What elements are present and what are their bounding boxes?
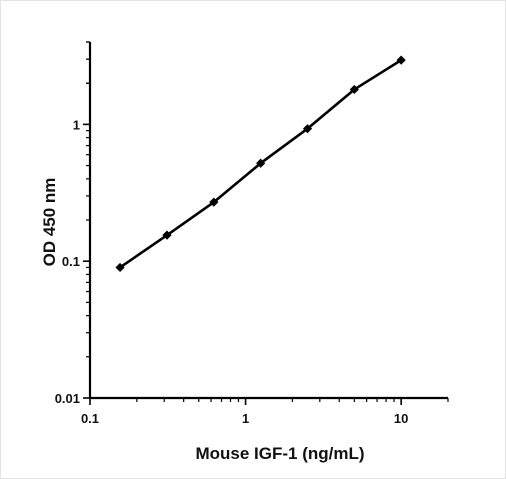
- data-point-marker: [396, 55, 406, 65]
- data-point-marker: [209, 197, 219, 207]
- ticks: 0.1 1 100.010.11: [55, 41, 449, 426]
- x-tick-label: 10: [394, 411, 408, 426]
- x-axis-title: Mouse IGF-1 (ng/mL): [195, 444, 364, 463]
- x-tick-label: 1: [242, 411, 249, 426]
- data-point-marker: [115, 262, 125, 273]
- data-point-marker: [349, 84, 359, 95]
- y-tick-label: 0.01: [55, 391, 80, 406]
- y-tick-label: 0.1: [62, 254, 80, 269]
- x-tick-label: 0.1: [81, 411, 99, 426]
- axes: [88, 42, 448, 400]
- series: [115, 55, 406, 273]
- y-tick-label: 1: [73, 117, 80, 132]
- data-point-marker: [256, 158, 266, 168]
- data-point-marker: [302, 124, 313, 134]
- data-point-marker: [162, 230, 172, 240]
- y-axis-title: OD 450 nm: [40, 178, 59, 267]
